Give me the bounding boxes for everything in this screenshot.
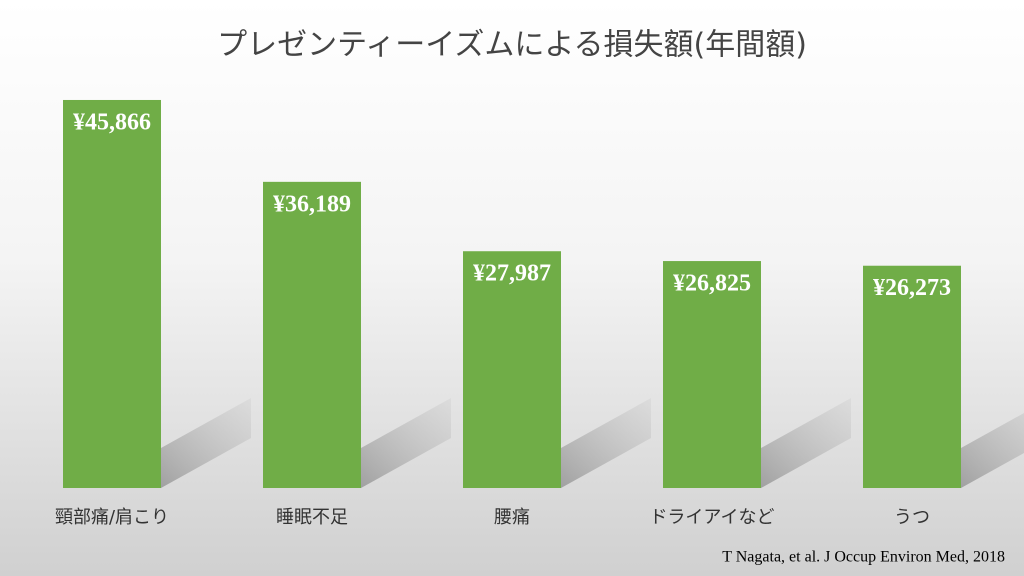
value-label: ¥26,273 [873,275,951,301]
value-label: ¥27,987 [473,261,551,287]
x-tick-label: 睡眠不足 [276,507,348,528]
bar [663,261,761,488]
bar-shadow [761,398,851,488]
value-label: ¥36,189 [273,191,351,217]
chart-title: プレゼンティーイズムによる損失額(年間額) [217,28,807,63]
bar-shadow [561,398,651,488]
bar-shadow [961,413,1024,488]
bar [263,181,361,488]
bar [463,251,561,488]
x-tick-label: 腰痛 [494,507,530,528]
bar-shadow [161,398,251,488]
bar [63,99,161,489]
x-tick-label: 頸部痛/肩こり [55,507,169,528]
value-label: ¥26,825 [673,271,751,297]
value-label: ¥45,866 [73,109,151,135]
x-tick-label: うつ [894,507,930,528]
bar [863,265,961,488]
x-tick-label: ドライアイなど [649,507,774,528]
source: T Nagata, et al. J Occup Environ Med, 20… [722,549,1005,566]
bar-shadow [361,398,451,488]
